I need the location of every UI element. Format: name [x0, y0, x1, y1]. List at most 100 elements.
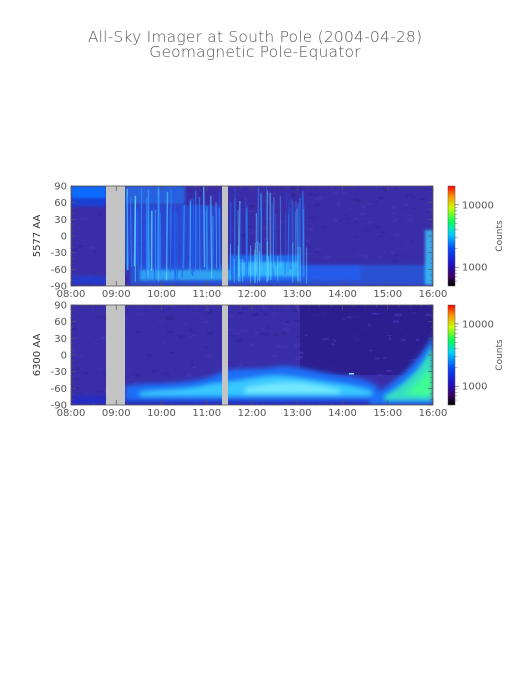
x-tick-label: 12:00: [238, 408, 267, 419]
aurora-streak: [159, 212, 162, 277]
aurora-streak: [303, 195, 305, 283]
texture-speck: [313, 194, 320, 196]
texture-speck: [336, 352, 341, 355]
texture-speck: [320, 312, 326, 315]
texture-speck: [82, 239, 85, 241]
texture-speck: [353, 338, 361, 341]
texture-speck: [206, 371, 209, 374]
texture-speck: [353, 351, 356, 353]
texture-speck: [191, 366, 197, 369]
texture-speck: [190, 364, 194, 367]
texture-speck: [296, 355, 303, 359]
texture-speck: [205, 311, 213, 314]
texture-speck: [161, 341, 166, 344]
texture-speck: [299, 186, 303, 190]
heatmap-streaks: [125, 186, 308, 284]
texture-speck: [237, 312, 243, 315]
texture-speck: [102, 333, 109, 335]
texture-speck: [205, 355, 212, 358]
texture-speck: [406, 193, 413, 197]
colorbar-tick-label: 10000: [462, 319, 494, 330]
texture-speck: [94, 306, 97, 308]
texture-speck: [401, 338, 407, 341]
y-tick-label: 90: [54, 182, 67, 193]
texture-speck: [231, 191, 237, 194]
texture-speck: [267, 217, 274, 220]
texture-speck: [72, 327, 77, 331]
texture-speck: [360, 218, 365, 220]
texture-speck: [233, 333, 240, 335]
texture-speck: [281, 331, 286, 335]
texture-speck: [318, 196, 324, 199]
y-tick-label: 30: [54, 334, 67, 345]
colorbar: [447, 185, 456, 287]
texture-speck: [390, 251, 395, 255]
texture-speck: [165, 306, 168, 309]
panel-5577: 08:00 09:00 10:00 11:00 12:00 13:00 14:00 15:00…: [32, 182, 505, 301]
texture-speck: [157, 319, 164, 322]
y-axis-label: 6300 AA: [32, 334, 43, 377]
data-gap: [106, 305, 125, 405]
x-tick-label: 09:00: [102, 408, 131, 419]
texture-speck: [392, 220, 398, 223]
texture-speck: [77, 355, 84, 357]
y-tick-label: -30: [51, 367, 67, 378]
texture-speck: [408, 362, 412, 365]
x-tick-label: 13:00: [283, 289, 312, 300]
texture-speck: [285, 245, 289, 247]
data-gap: [222, 186, 228, 286]
texture-speck: [247, 209, 255, 213]
texture-speck: [292, 207, 296, 211]
texture-speck: [263, 238, 269, 241]
texture-speck: [394, 218, 399, 221]
texture-speck: [271, 194, 275, 197]
texture-speck: [249, 343, 255, 346]
y-tick-label: -60: [51, 384, 67, 395]
texture-speck: [383, 357, 387, 359]
x-tick-label: 16:00: [419, 408, 448, 419]
texture-speck: [305, 253, 312, 255]
texture-speck: [391, 318, 397, 320]
x-tick-label: 14:00: [328, 289, 357, 300]
texture-speck: [72, 306, 76, 309]
texture-speck: [165, 316, 170, 319]
texture-speck: [377, 374, 384, 376]
texture-speck: [398, 244, 403, 247]
texture-speck: [240, 234, 247, 237]
texture-speck: [89, 246, 96, 249]
y-tick-label: 60: [54, 317, 67, 328]
texture-speck: [337, 203, 340, 206]
y-tick-label: 90: [54, 301, 67, 312]
texture-speck: [130, 357, 134, 360]
aurora-streak: [126, 195, 129, 271]
texture-speck: [314, 197, 321, 200]
x-tick-label: 11:00: [192, 289, 221, 300]
texture-speck: [383, 309, 387, 311]
texture-speck: [344, 234, 349, 236]
texture-speck: [306, 228, 314, 231]
aurora-streak: [203, 186, 206, 268]
texture-speck: [186, 373, 192, 377]
texture-speck: [348, 208, 351, 210]
texture-speck: [71, 233, 74, 236]
texture-speck: [261, 327, 264, 331]
texture-speck: [252, 313, 259, 316]
texture-speck: [276, 345, 283, 348]
texture-speck: [364, 229, 370, 232]
texture-speck: [356, 239, 363, 241]
texture-speck: [83, 372, 89, 374]
y-tick-label: 0: [61, 351, 67, 362]
x-tick-label: 15:00: [373, 408, 402, 419]
texture-speck: [261, 332, 269, 336]
texture-speck: [401, 249, 408, 251]
texture-speck: [85, 392, 90, 395]
y-tick-label: -90: [51, 401, 67, 412]
colorbar-label: Counts: [495, 220, 505, 252]
texture-speck: [381, 231, 387, 233]
texture-speck: [282, 328, 290, 331]
texture-speck: [285, 241, 288, 245]
x-tick-label: 10:00: [147, 408, 176, 419]
texture-speck: [416, 338, 419, 341]
texture-speck: [294, 320, 300, 322]
texture-speck: [102, 316, 107, 320]
